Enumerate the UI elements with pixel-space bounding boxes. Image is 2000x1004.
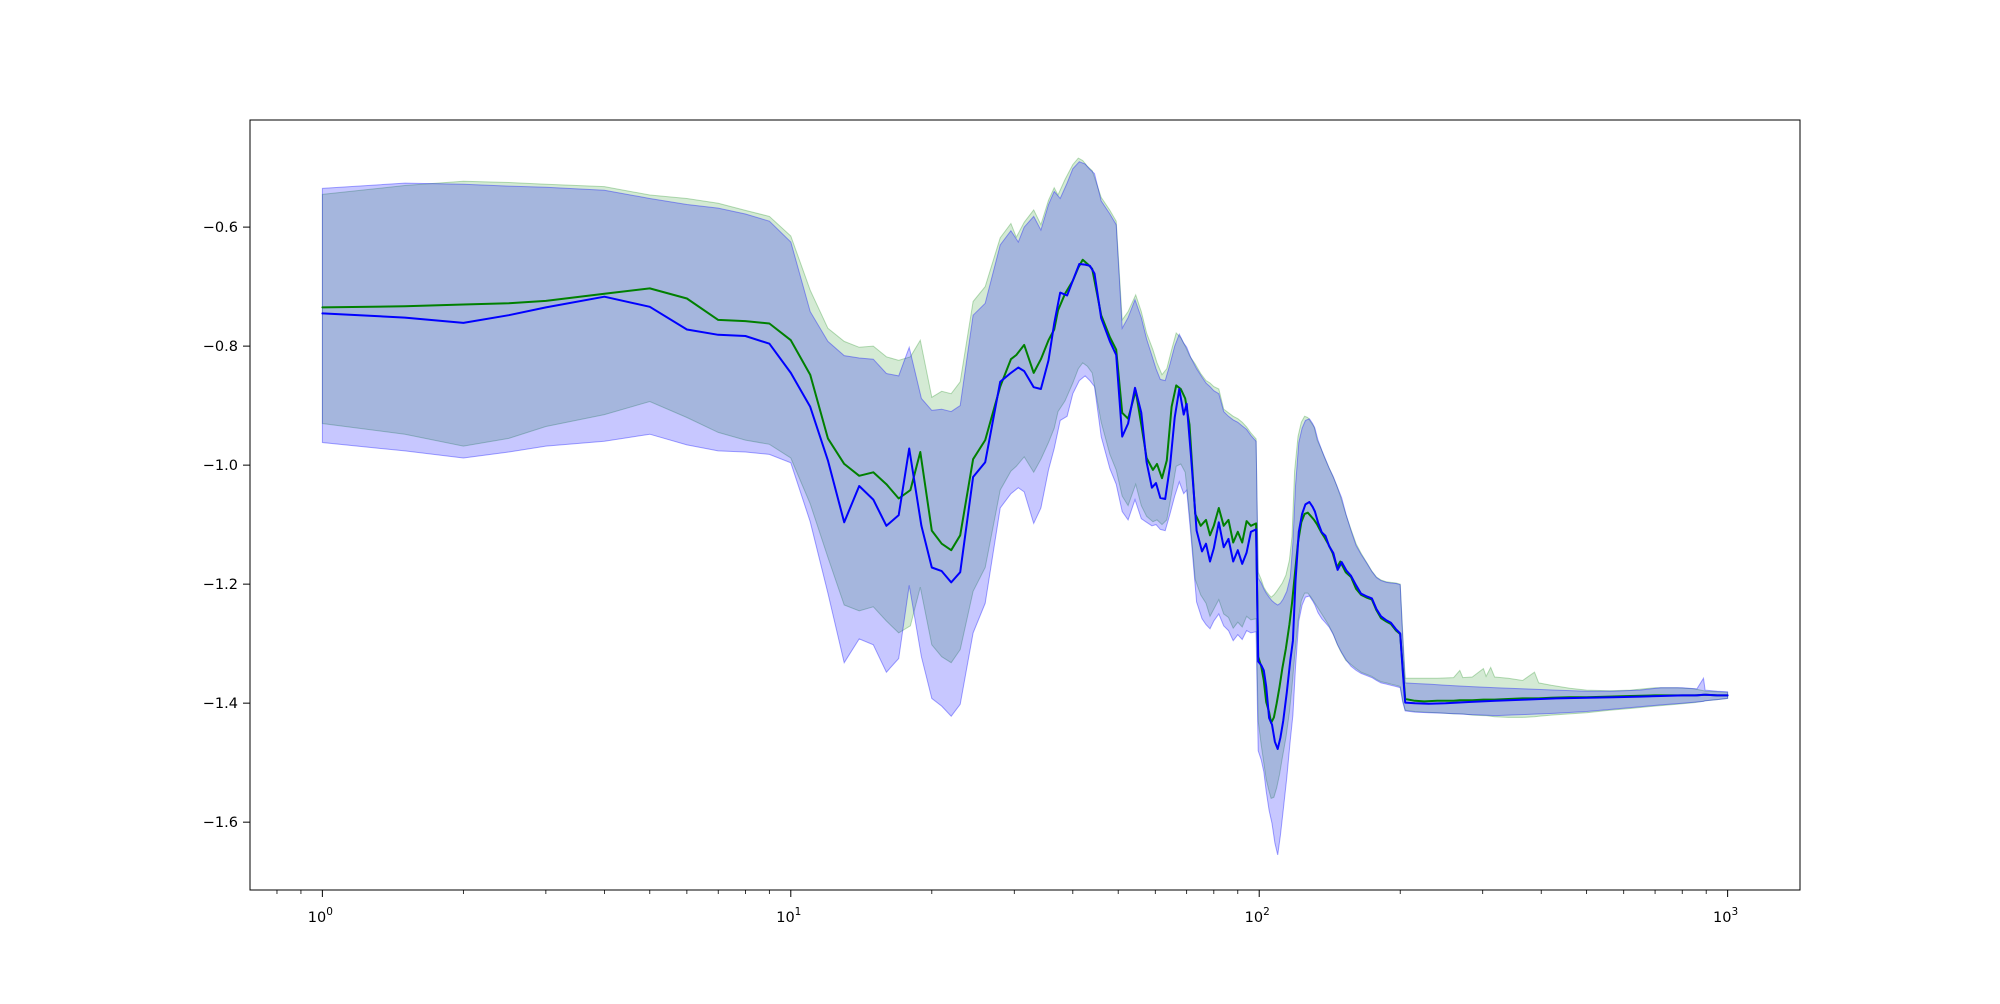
blue-series-band <box>321 161 1729 856</box>
tick-labels-layer: −0.6 −0.8 −1.0 −1.2 −1.4 −1.6 100 101 102 103 <box>203 220 1738 926</box>
x-tick-label: 100 <box>308 906 333 926</box>
x-tick-label: 103 <box>1713 906 1738 926</box>
axes-layer <box>249 119 1801 891</box>
confidence-bands-layer <box>321 157 1729 856</box>
y-tick-label: −0.6 <box>203 220 238 236</box>
x-tick-label: 102 <box>1245 906 1270 926</box>
y-tick-label: −1.2 <box>203 577 238 593</box>
blue-series-mean-line <box>321 263 1729 750</box>
green-series-mean-line <box>321 258 1729 724</box>
y-tick-label: −1.6 <box>203 815 238 831</box>
tick-marks-layer <box>243 226 1729 897</box>
plot-spines <box>249 119 1801 891</box>
green-series-band <box>321 157 1729 800</box>
y-tick-label: −1.0 <box>203 458 238 474</box>
mean-lines-layer <box>321 258 1729 750</box>
y-tick-label: −0.8 <box>203 339 238 355</box>
y-tick-label: −1.4 <box>203 696 238 712</box>
x-tick-label: 101 <box>776 906 801 926</box>
